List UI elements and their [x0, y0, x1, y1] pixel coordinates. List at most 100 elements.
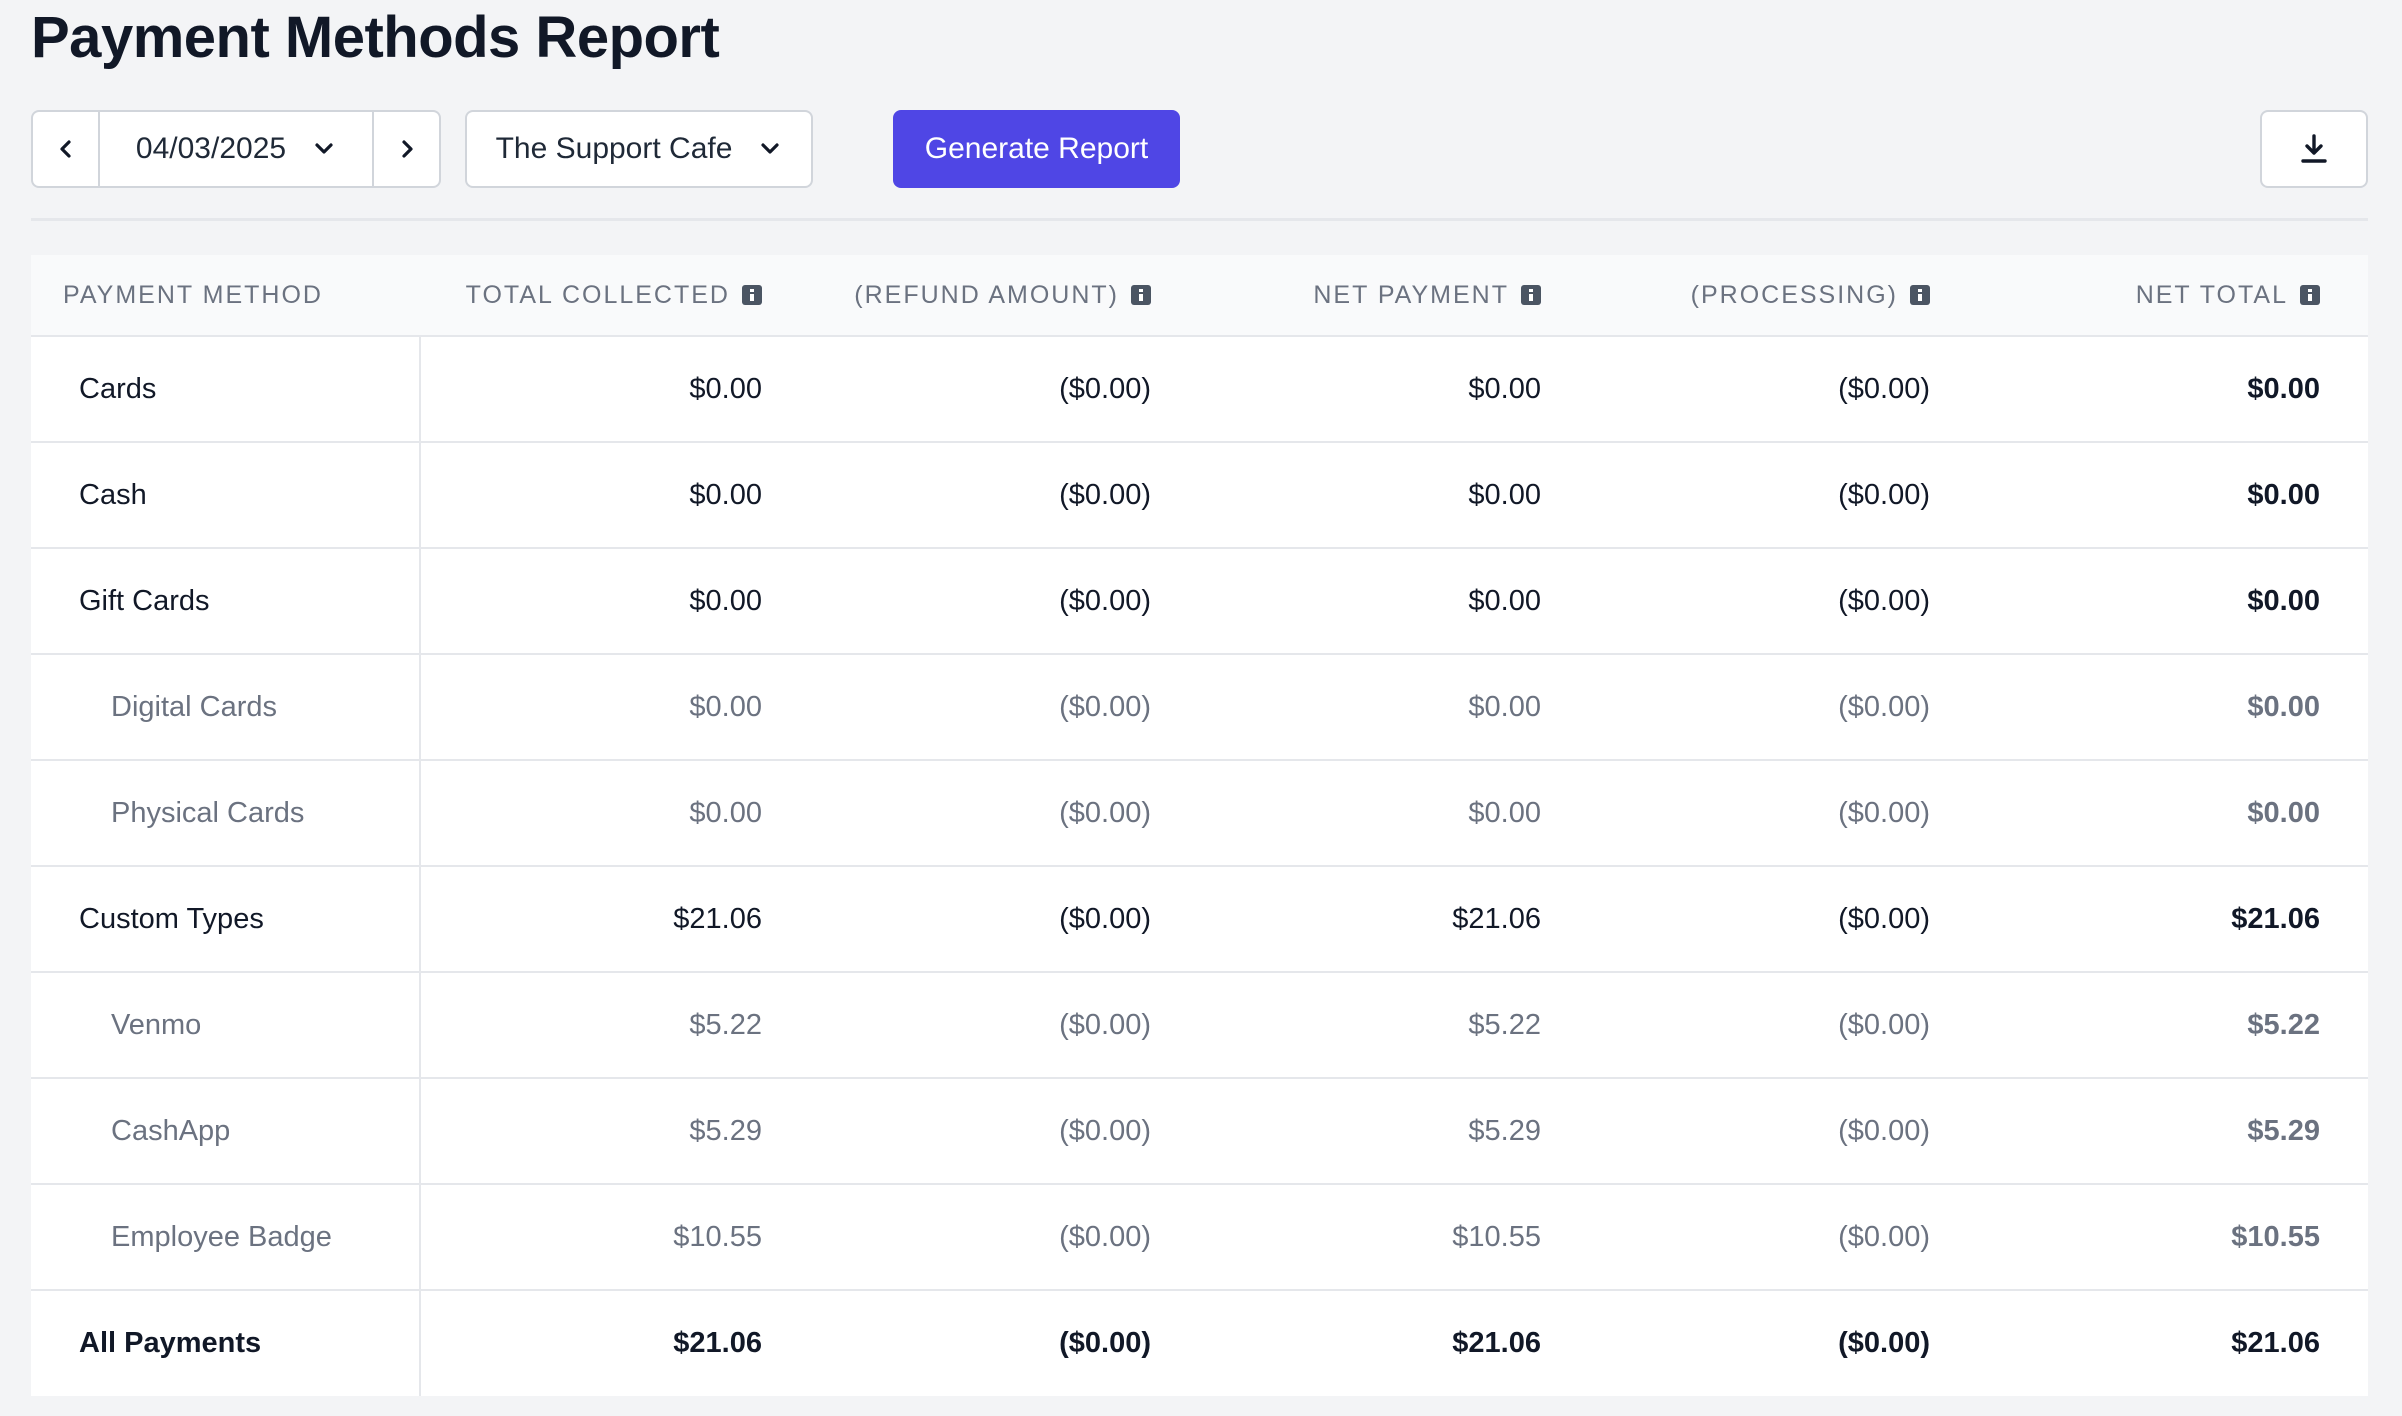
total-collected-cell: $0.00 [420, 336, 810, 443]
date-picker-group: 04/03/2025 [31, 110, 441, 188]
payment-method-cell: All Payments [31, 1290, 421, 1396]
refund-amount-cell: ($0.00) [810, 866, 1199, 973]
net-payment-cell: $0.00 [1199, 336, 1589, 443]
net-payment-cell: $21.06 [1452, 1327, 1541, 1359]
header-label: NET PAYMENT [1313, 280, 1509, 309]
net-payment-cell: $21.06 [1199, 866, 1589, 973]
processing-cell: ($0.00) [1838, 1327, 1930, 1359]
header-label: (PROCESSING) [1690, 280, 1898, 309]
payment-method-cell: Physical Cards [31, 760, 421, 867]
refund-amount-cell: ($0.00) [810, 654, 1199, 761]
net-payment-cell: $5.22 [1199, 972, 1589, 1079]
page-title: Payment Methods Report [31, 5, 720, 70]
net-total-cell: $0.00 [1978, 442, 2368, 549]
refund-amount-cell: ($0.00) [810, 442, 1199, 549]
table-row: Employee Badge $10.55 ($0.00) $10.55 ($0… [31, 1184, 2368, 1291]
payment-method-cell: Custom Types [31, 866, 421, 973]
table-row: Digital Cards $0.00 ($0.00) $0.00 ($0.00… [31, 654, 2368, 761]
net-total-cell: $21.06 [1978, 866, 2368, 973]
table-row: Physical Cards $0.00 ($0.00) $0.00 ($0.0… [31, 760, 2368, 867]
processing-cell: ($0.00) [1589, 972, 1978, 1079]
date-value: 04/03/2025 [135, 132, 287, 165]
processing-cell: ($0.00) [1589, 760, 1978, 867]
header-payment-method: PAYMENT METHOD [31, 255, 420, 337]
payment-method-cell: Gift Cards [31, 548, 421, 655]
processing-cell: ($0.00) [1589, 336, 1978, 443]
header-label: NET TOTAL [2135, 280, 2288, 309]
processing-cell: ($0.00) [1589, 866, 1978, 973]
payment-method-cell: Digital Cards [31, 654, 421, 761]
refund-amount-cell: ($0.00) [810, 1184, 1199, 1291]
net-payment-cell: $0.00 [1199, 654, 1589, 761]
info-icon[interactable] [1131, 284, 1151, 305]
payment-method-cell: Cash [31, 442, 421, 549]
net-total-cell: $5.22 [1978, 972, 2368, 1079]
net-payment-cell: $5.29 [1199, 1078, 1589, 1185]
total-collected-cell: $21.06 [673, 1327, 762, 1359]
total-collected-cell: $0.00 [420, 548, 810, 655]
processing-cell: ($0.00) [1589, 442, 1978, 549]
net-payment-cell: $10.55 [1199, 1184, 1589, 1291]
net-total-cell: $0.00 [1978, 548, 2368, 655]
net-total-cell: $0.00 [1978, 654, 2368, 761]
total-collected-cell: $5.22 [420, 972, 810, 1079]
total-collected-cell: $0.00 [420, 654, 810, 761]
total-collected-cell: $0.00 [420, 442, 810, 549]
location-value: The Support Cafe [495, 132, 733, 165]
processing-cell: ($0.00) [1589, 1078, 1978, 1185]
info-icon[interactable] [2300, 284, 2320, 305]
refund-amount-cell: ($0.00) [1059, 1327, 1151, 1359]
toolbar-divider [31, 218, 2368, 221]
total-collected-cell: $5.29 [420, 1078, 810, 1185]
payment-method-cell: CashApp [31, 1078, 421, 1185]
header-total-collected: TOTAL COLLECTED [420, 255, 810, 337]
refund-amount-cell: ($0.00) [810, 336, 1199, 443]
refund-amount-cell: ($0.00) [810, 972, 1199, 1079]
header-refund-amount: (REFUND AMOUNT) [810, 255, 1199, 337]
header-net-total: NET TOTAL [1978, 255, 2368, 337]
info-icon[interactable] [742, 284, 762, 305]
chevron-left-icon [59, 140, 71, 158]
refund-amount-cell: ($0.00) [810, 1078, 1199, 1185]
payment-method-cell: Cards [31, 336, 421, 443]
table-row: Custom Types $21.06 ($0.00) $21.06 ($0.0… [31, 866, 2368, 973]
total-collected-cell: $21.06 [420, 866, 810, 973]
net-total-cell: $21.06 [2231, 1327, 2320, 1359]
table-row: Gift Cards $0.00 ($0.00) $0.00 ($0.00) $… [31, 548, 2368, 655]
report-toolbar: 04/03/2025 The Support Cafe Generate Rep… [31, 110, 2368, 188]
date-select[interactable]: 04/03/2025 [100, 112, 372, 186]
refund-amount-cell: ($0.00) [810, 548, 1199, 655]
net-total-cell: $0.00 [1978, 336, 2368, 443]
net-payment-cell: $0.00 [1199, 442, 1589, 549]
previous-date-button[interactable] [33, 112, 100, 186]
chevron-down-icon [315, 143, 333, 154]
generate-report-button[interactable]: Generate Report [893, 110, 1180, 188]
table-row: Cash $0.00 ($0.00) $0.00 ($0.00) $0.00 [31, 442, 2368, 549]
net-payment-cell: $0.00 [1199, 760, 1589, 867]
header-processing: (PROCESSING) [1589, 255, 1978, 337]
info-icon[interactable] [1910, 284, 1930, 305]
table-row: Venmo $5.22 ($0.00) $5.22 ($0.00) $5.22 [31, 972, 2368, 1079]
table-row: CashApp $5.29 ($0.00) $5.29 ($0.00) $5.2… [31, 1078, 2368, 1185]
location-select[interactable]: The Support Cafe [465, 110, 813, 188]
net-total-cell: $10.55 [1978, 1184, 2368, 1291]
info-icon[interactable] [1521, 284, 1541, 305]
next-date-button[interactable] [372, 112, 439, 186]
net-payment-cell: $0.00 [1199, 548, 1589, 655]
processing-cell: ($0.00) [1589, 548, 1978, 655]
download-button[interactable] [2260, 110, 2368, 188]
processing-cell: ($0.00) [1589, 654, 1978, 761]
processing-cell: ($0.00) [1589, 1184, 1978, 1291]
chevron-down-icon [761, 143, 780, 154]
header-label: TOTAL COLLECTED [465, 280, 730, 309]
payment-method-cell: Venmo [31, 972, 421, 1079]
payment-method-cell: Employee Badge [31, 1184, 421, 1291]
download-icon [2301, 134, 2327, 163]
net-total-cell: $5.29 [1978, 1078, 2368, 1185]
table-row: Cards $0.00 ($0.00) $0.00 ($0.00) $0.00 [31, 336, 2368, 443]
payment-methods-table: PAYMENT METHOD TOTAL COLLECTED (REFUND A… [31, 255, 2368, 1396]
table-total-row: All Payments $21.06 ($0.00) $21.06 ($0.0… [31, 1290, 2368, 1396]
refund-amount-cell: ($0.00) [810, 760, 1199, 867]
table-header-row: PAYMENT METHOD TOTAL COLLECTED (REFUND A… [31, 255, 2368, 337]
chevron-right-icon [401, 140, 413, 158]
